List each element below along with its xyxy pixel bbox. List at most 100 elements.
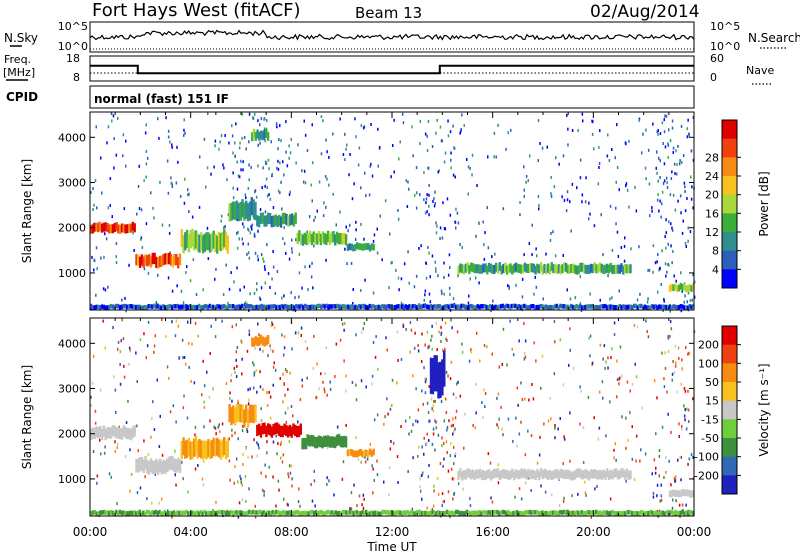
velocity-feature-11 [604, 510, 607, 515]
velocity-speckle [146, 344, 149, 348]
power-feature-1 [167, 252, 171, 265]
power-speckle [529, 154, 531, 158]
velocity-speckle [675, 361, 677, 365]
power-speckle [523, 253, 525, 257]
velocity-speckle [231, 325, 234, 329]
velocity-speckle [627, 439, 629, 442]
power-speckle [93, 258, 95, 262]
velocity-speckle [336, 425, 339, 429]
velocity-speckle [421, 497, 423, 501]
velocity-speckle [430, 397, 433, 401]
power-speckle [630, 247, 632, 251]
velocity-speckle [130, 472, 133, 476]
power-speckle [176, 284, 178, 288]
velocity-feature-3 [248, 404, 252, 423]
power-speckle [425, 201, 427, 205]
velocity-speckle [651, 472, 653, 476]
noise-tick-right-bottom: 10^0 [710, 40, 740, 53]
power-feature-10 [537, 304, 540, 310]
power-feature-10 [447, 304, 451, 310]
velocity-speckle [286, 502, 288, 506]
velocity-feature-11 [573, 511, 576, 516]
power-speckle [313, 218, 315, 222]
velocity-speckle [203, 405, 206, 409]
power-feature-9 [672, 284, 675, 292]
power-speckle [310, 275, 313, 279]
velocity-feature-9 [520, 468, 523, 478]
velocity-feature-5 [334, 436, 337, 449]
power-feature-10 [99, 305, 102, 310]
power-feature-0 [97, 223, 100, 233]
velocity-speckle [182, 477, 184, 481]
power-feature-10 [244, 304, 247, 309]
power-feature-8 [552, 264, 555, 274]
power-feature-10 [618, 304, 621, 309]
velocity-speckle [498, 365, 501, 369]
power-feature-0 [133, 223, 136, 233]
power-speckle [683, 300, 685, 304]
velocity-speckle [478, 513, 481, 517]
power-speckle [253, 112, 256, 116]
power-speckle [236, 160, 238, 164]
power-feature-7 [258, 131, 261, 141]
velocity-speckle [479, 359, 481, 363]
power-speckle [274, 292, 277, 295]
power-speckle [425, 197, 428, 201]
power-feature-10 [104, 305, 107, 310]
power-speckle [671, 261, 673, 265]
power-speckle [175, 181, 178, 185]
velocity-speckle [431, 442, 434, 446]
velocity-speckle [404, 419, 407, 423]
power-speckle [304, 133, 307, 137]
velocity-speckle [342, 460, 345, 464]
velocity-speckle [421, 445, 423, 449]
power-speckle [438, 169, 440, 173]
power-feature-2 [200, 232, 203, 251]
power-speckle [344, 247, 346, 251]
power-speckle [569, 297, 572, 301]
power-speckle [566, 288, 568, 292]
velocity-speckle [683, 387, 686, 390]
velocity-feature-11 [361, 510, 364, 515]
velocity-feature-9 [536, 468, 539, 478]
power-feature-8 [484, 263, 487, 273]
velocity-feature-9 [539, 468, 543, 478]
power-feature-10 [460, 303, 463, 309]
velocity-feature-11 [424, 510, 427, 516]
velocity-speckle [671, 506, 674, 510]
velocity-feature-9 [478, 468, 482, 478]
velocity-speckle [259, 370, 261, 374]
power-feature-8 [609, 262, 612, 272]
power-feature-10 [442, 305, 445, 310]
velocity-feature-11 [561, 510, 564, 515]
velocity-speckle [616, 395, 618, 399]
velocity-speckle [507, 513, 509, 517]
power-speckle [656, 198, 659, 202]
velocity-feature-11 [242, 511, 246, 516]
power-speckle [202, 288, 204, 292]
power-feature-10 [510, 303, 513, 309]
power-speckle [549, 239, 552, 242]
velocity-feature-11 [485, 510, 488, 516]
power-feature-10 [570, 303, 573, 309]
velocity-feature-11 [309, 510, 312, 515]
power-colorbar-cell [722, 269, 737, 289]
power-feature-10 [154, 304, 158, 309]
velocity-speckle [150, 435, 152, 439]
power-speckle [250, 225, 252, 229]
velocity-speckle [601, 380, 604, 384]
velocity-speckle [501, 363, 503, 366]
power-speckle [494, 252, 496, 256]
velocity-speckle [287, 472, 289, 476]
velocity-feature-9 [586, 470, 589, 480]
power-speckle [434, 260, 436, 264]
power-speckle [236, 218, 238, 222]
power-feature-10 [566, 304, 569, 309]
velocity-feature-1 [149, 458, 153, 472]
velocity-feature-11 [257, 510, 260, 515]
velocity-speckle [497, 392, 500, 396]
power-speckle [295, 238, 297, 242]
power-speckle [584, 200, 587, 204]
velocity-feature-1 [171, 456, 174, 471]
velocity-feature-11 [212, 511, 215, 516]
